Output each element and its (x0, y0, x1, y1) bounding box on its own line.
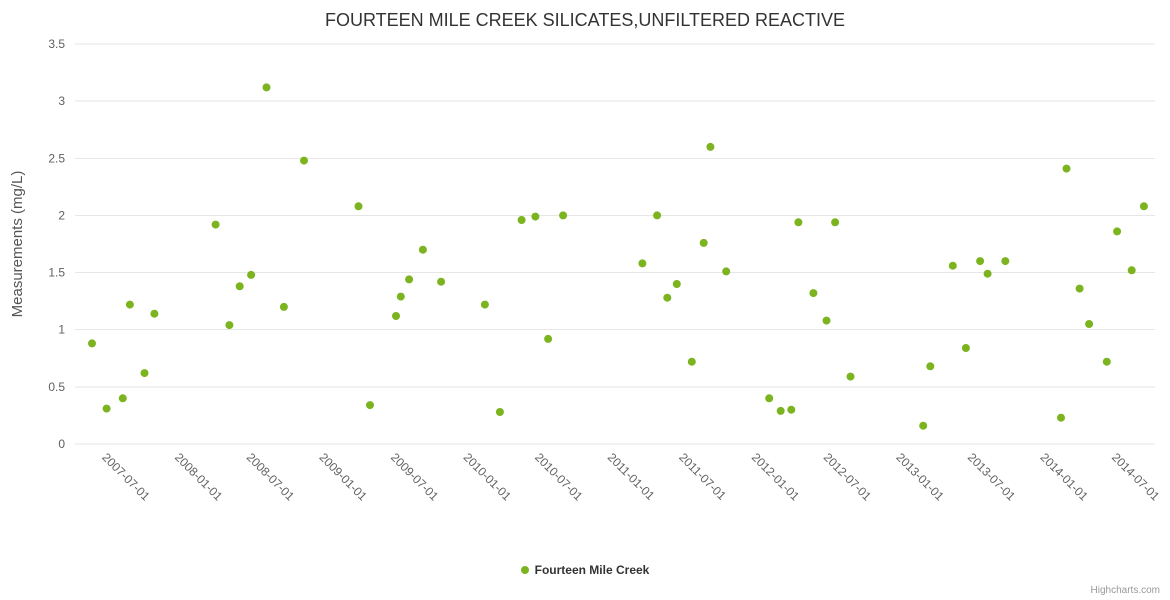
data-point[interactable] (247, 270, 256, 279)
data-point[interactable] (653, 211, 662, 220)
data-point[interactable] (983, 269, 992, 278)
data-point[interactable] (88, 339, 96, 348)
data-point[interactable] (405, 275, 414, 284)
data-point[interactable] (794, 218, 803, 227)
y-tick-label: 2 (58, 208, 65, 222)
x-tick-label: 2013-07-01 (965, 450, 1019, 504)
x-tick-label: 2013-01-01 (893, 450, 947, 504)
data-point[interactable] (279, 302, 288, 311)
data-point[interactable] (1102, 357, 1111, 366)
data-point[interactable] (809, 289, 818, 298)
data-point[interactable] (396, 292, 405, 301)
data-point[interactable] (663, 293, 672, 302)
x-tick-label: 2008-07-01 (244, 450, 298, 504)
data-point[interactable] (1127, 266, 1136, 275)
data-point[interactable] (1001, 257, 1010, 266)
data-point[interactable] (976, 257, 985, 266)
x-tick-label: 2014-07-01 (1109, 450, 1163, 504)
data-point[interactable] (1057, 413, 1065, 422)
data-point[interactable] (235, 282, 244, 291)
legend-series-label: Fourteen Mile Creek (534, 563, 650, 577)
data-point[interactable] (150, 309, 159, 318)
data-point[interactable] (672, 280, 681, 288)
data-point[interactable] (125, 300, 134, 309)
x-tick-label: 2009-07-01 (388, 450, 442, 504)
x-tick-label: 2011-01-01 (605, 450, 658, 503)
data-point[interactable] (787, 405, 796, 414)
data-point[interactable] (392, 312, 400, 320)
data-point[interactable] (687, 357, 696, 366)
data-point[interactable] (262, 83, 271, 92)
data-point[interactable] (354, 202, 363, 211)
data-point[interactable] (495, 408, 504, 416)
data-point[interactable] (846, 372, 855, 381)
axis-labels: 0 0.5 1 1.5 2 2.5 3 3.5 2007-07-01 2008-01-01 2008… (48, 37, 1162, 504)
data-point[interactable] (140, 369, 149, 378)
data-point[interactable] (822, 316, 831, 325)
data-point[interactable] (1075, 284, 1084, 293)
y-tick-label: 3.5 (48, 37, 65, 51)
highcharts-credit-link[interactable]: Highcharts.com (1090, 585, 1160, 596)
data-point[interactable] (638, 259, 647, 268)
data-point[interactable] (102, 404, 111, 413)
data-point[interactable] (1139, 202, 1148, 211)
y-tick-label: 0.5 (48, 380, 65, 394)
data-point[interactable] (961, 344, 970, 352)
x-tick-label: 2011-07-01 (676, 450, 729, 503)
y-tick-label: 1 (58, 323, 65, 337)
x-tick-label: 2014-01-01 (1038, 450, 1092, 504)
data-point[interactable] (480, 300, 489, 309)
y-tick-label: 1.5 (48, 266, 65, 280)
y-tick-label: 2.5 (48, 151, 65, 165)
data-point[interactable] (544, 334, 553, 343)
data-point[interactable] (517, 216, 526, 224)
data-point[interactable] (1113, 227, 1122, 236)
y-axis-title: Measurements (mg/L) (9, 171, 26, 318)
data-point[interactable] (437, 277, 446, 286)
data-point[interactable] (211, 220, 220, 229)
data-point[interactable] (118, 394, 127, 403)
data-point[interactable] (948, 261, 957, 270)
data-point[interactable] (699, 238, 708, 247)
data-point[interactable] (559, 211, 568, 220)
data-point[interactable] (776, 406, 785, 415)
data-point[interactable] (1085, 320, 1094, 328)
data-point[interactable] (722, 267, 731, 276)
data-point[interactable] (831, 218, 840, 227)
data-point[interactable] (531, 212, 540, 221)
x-tick-label: 2012-01-01 (749, 450, 803, 504)
x-tick-label: 2010-07-01 (532, 450, 586, 504)
data-point[interactable] (919, 421, 928, 430)
gridlines (75, 43, 1155, 445)
data-point[interactable] (300, 156, 308, 165)
data-points (88, 83, 1148, 430)
legend-marker-icon (520, 566, 529, 574)
data-point[interactable] (765, 394, 774, 403)
x-tick-label: 2012-07-01 (821, 450, 875, 504)
x-tick-label: 2010-01-01 (461, 450, 515, 504)
legend[interactable]: Fourteen Mile Creek (0, 563, 1170, 577)
data-point[interactable] (225, 321, 234, 330)
x-tick-label: 2008-01-01 (172, 450, 226, 504)
data-point[interactable] (706, 142, 715, 151)
x-tick-label: 2009-01-01 (316, 450, 370, 504)
x-tick-label: 2007-07-01 (99, 450, 153, 504)
y-tick-label: 3 (58, 94, 65, 108)
y-tick-label: 0 (58, 437, 65, 451)
data-point[interactable] (1062, 164, 1071, 173)
data-point[interactable] (418, 245, 427, 254)
chart-title: FOURTEEN MILE CREEK SILICATES,UNFILTERED… (325, 10, 845, 30)
data-point[interactable] (366, 401, 374, 410)
data-point[interactable] (926, 362, 935, 371)
